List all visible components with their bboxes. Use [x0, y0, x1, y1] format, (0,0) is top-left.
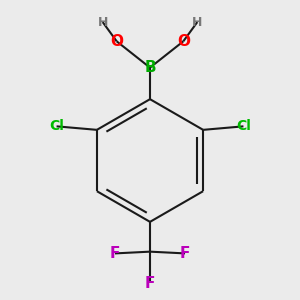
Text: F: F [145, 276, 155, 291]
Text: H: H [98, 16, 108, 28]
Text: O: O [177, 34, 190, 49]
Text: F: F [110, 246, 120, 261]
Text: B: B [144, 60, 156, 75]
Text: O: O [110, 34, 123, 49]
Text: Cl: Cl [49, 119, 64, 133]
Text: F: F [180, 246, 190, 261]
Text: H: H [192, 16, 202, 28]
Text: Cl: Cl [236, 119, 251, 133]
